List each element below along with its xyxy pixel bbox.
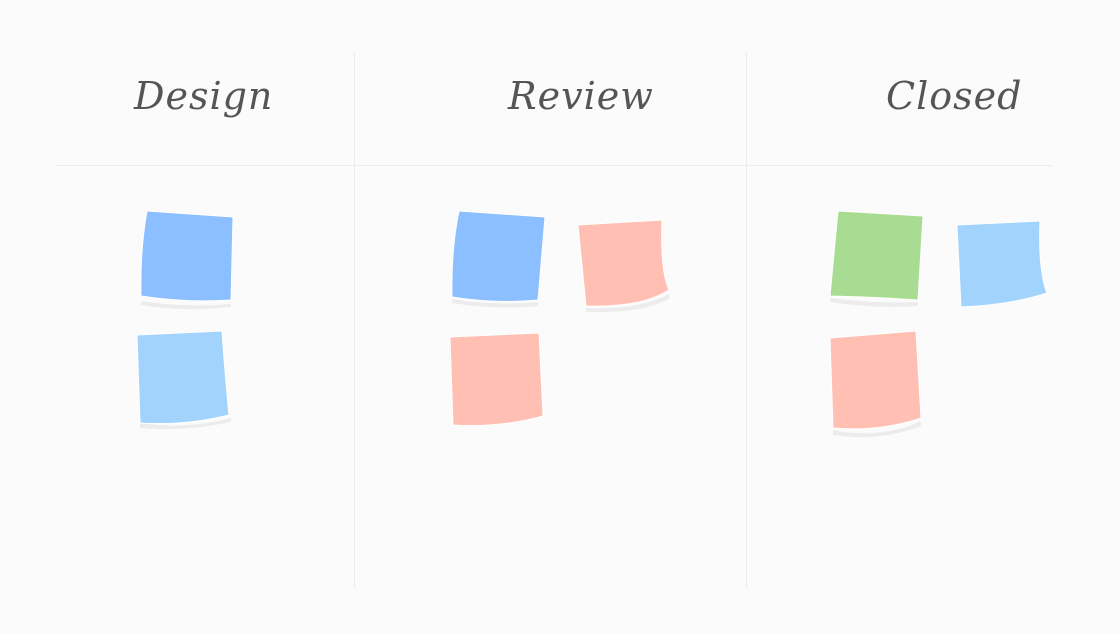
column-title-closed: Closed [886, 74, 1023, 118]
sticky-note[interactable] [829, 210, 924, 301]
note-shadow [140, 418, 231, 430]
note-shadow [833, 421, 921, 438]
note-shadow [830, 298, 918, 307]
column-title-review: Review [508, 74, 654, 118]
sticky-note[interactable] [577, 219, 670, 307]
sticky-note[interactable] [451, 210, 546, 302]
column-closed-notes [829, 210, 1048, 438]
sticky-note[interactable] [829, 330, 922, 430]
note-shadow [586, 294, 669, 313]
sticky-note[interactable] [956, 220, 1048, 308]
note-shadow [452, 299, 538, 308]
sticky-note[interactable] [136, 330, 230, 425]
column-divider [354, 53, 355, 588]
header-divider [56, 165, 1052, 166]
note-shadow [141, 301, 231, 310]
sticky-note[interactable] [140, 210, 234, 302]
column-divider [746, 53, 747, 588]
column-title-design: Design [134, 74, 274, 118]
column-design-notes [136, 210, 234, 430]
column-review-notes [449, 210, 670, 427]
sticky-note[interactable] [449, 332, 544, 427]
